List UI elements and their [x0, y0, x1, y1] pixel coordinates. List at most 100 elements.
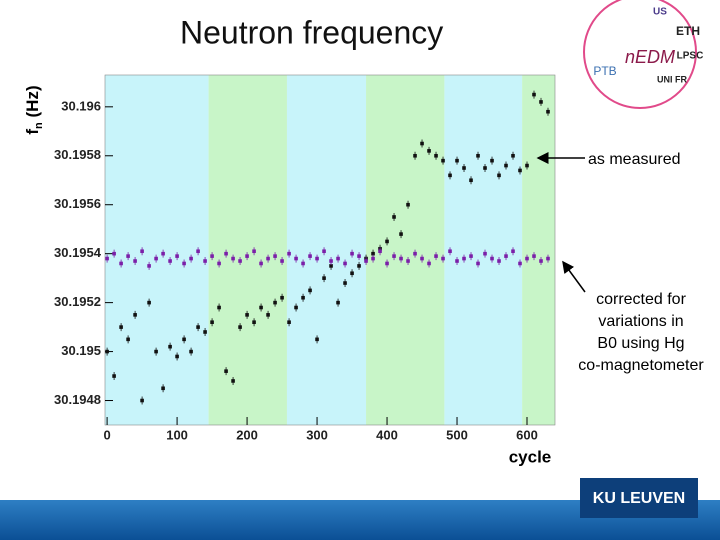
point [119, 261, 123, 266]
point [308, 288, 312, 293]
point [357, 264, 361, 268]
point [259, 305, 263, 310]
point [329, 259, 333, 263]
point [294, 256, 298, 261]
footer-logo-box [580, 478, 698, 518]
y-axis-label-part: n [33, 122, 45, 129]
plot: 30.1948 30.195 30.1952 30.1954 30.1956 30.195… [23, 74, 556, 466]
point [406, 259, 410, 263]
x-tick-label: 200 [236, 427, 258, 442]
point [210, 254, 214, 258]
point [252, 320, 256, 325]
badge-label: UNI FR [657, 74, 687, 84]
point [469, 178, 473, 183]
y-tick-label: 30.196 [61, 98, 101, 113]
y-tick-label: 30.1954 [54, 245, 102, 260]
point [273, 254, 277, 258]
point [350, 251, 354, 256]
y-tick-label: 30.1952 [54, 294, 101, 309]
point [189, 256, 193, 261]
chart-title: Neutron frequency [180, 14, 443, 50]
shaded-band [522, 75, 555, 425]
y-tick-label: 30.1948 [54, 392, 101, 407]
point [539, 100, 543, 104]
point [322, 276, 326, 280]
point [434, 153, 438, 158]
point [518, 261, 522, 266]
shaded-band [444, 75, 523, 425]
shaded-band [208, 75, 287, 425]
badge-label: ETH [676, 24, 700, 38]
point [455, 259, 459, 263]
point [343, 281, 347, 285]
y-tick-label: 30.1956 [54, 196, 101, 211]
point [266, 256, 270, 261]
annotation: as measured [588, 151, 681, 168]
point [336, 256, 340, 261]
point [287, 320, 291, 325]
point [392, 254, 396, 258]
point [126, 254, 130, 258]
point [462, 256, 466, 261]
point [280, 259, 284, 263]
point [266, 313, 270, 317]
shaded-band [366, 75, 445, 425]
x-tick-label: 600 [516, 427, 538, 442]
x-tick-label: 400 [376, 427, 398, 442]
point [154, 256, 158, 261]
point [315, 337, 319, 342]
point [497, 173, 501, 178]
point [378, 249, 382, 254]
point [301, 261, 305, 266]
badge-label: PTB [593, 64, 616, 78]
point [231, 256, 235, 261]
point [252, 249, 256, 254]
point [476, 153, 480, 158]
shaded-band [105, 75, 209, 425]
point [217, 305, 221, 310]
point [189, 349, 193, 354]
point [112, 374, 116, 378]
point [126, 337, 130, 342]
y-axis-label: fn (Hz) [23, 85, 44, 134]
point [308, 254, 312, 258]
point [301, 295, 305, 300]
point [217, 261, 221, 266]
shaded-band [286, 75, 367, 425]
point [196, 325, 200, 329]
point [511, 153, 515, 158]
badge-label: LPSC [677, 51, 704, 62]
point [511, 249, 515, 254]
point [525, 163, 529, 168]
point [182, 261, 186, 266]
point [420, 141, 424, 146]
point [140, 398, 144, 403]
point [161, 386, 165, 391]
x-tick-label: 500 [446, 427, 468, 442]
badge-ring [583, 0, 697, 109]
point [448, 249, 452, 254]
annotation: B0 using Hg [597, 335, 684, 352]
point [371, 256, 375, 261]
annotation-arrow [562, 260, 586, 293]
plot-frame [104, 74, 556, 426]
point [175, 254, 179, 258]
point [469, 254, 473, 258]
point [483, 251, 487, 256]
x-tick-label: 100 [166, 427, 188, 442]
point [203, 330, 207, 334]
point [385, 261, 389, 266]
point [532, 254, 536, 258]
y-tick-label: 30.195 [61, 343, 101, 358]
point [413, 153, 417, 158]
point [539, 259, 543, 263]
point [273, 300, 277, 305]
point [518, 168, 522, 173]
point [105, 256, 109, 261]
point [245, 254, 249, 258]
point [105, 349, 109, 354]
point [322, 249, 326, 254]
point [406, 202, 410, 207]
point [196, 249, 200, 254]
